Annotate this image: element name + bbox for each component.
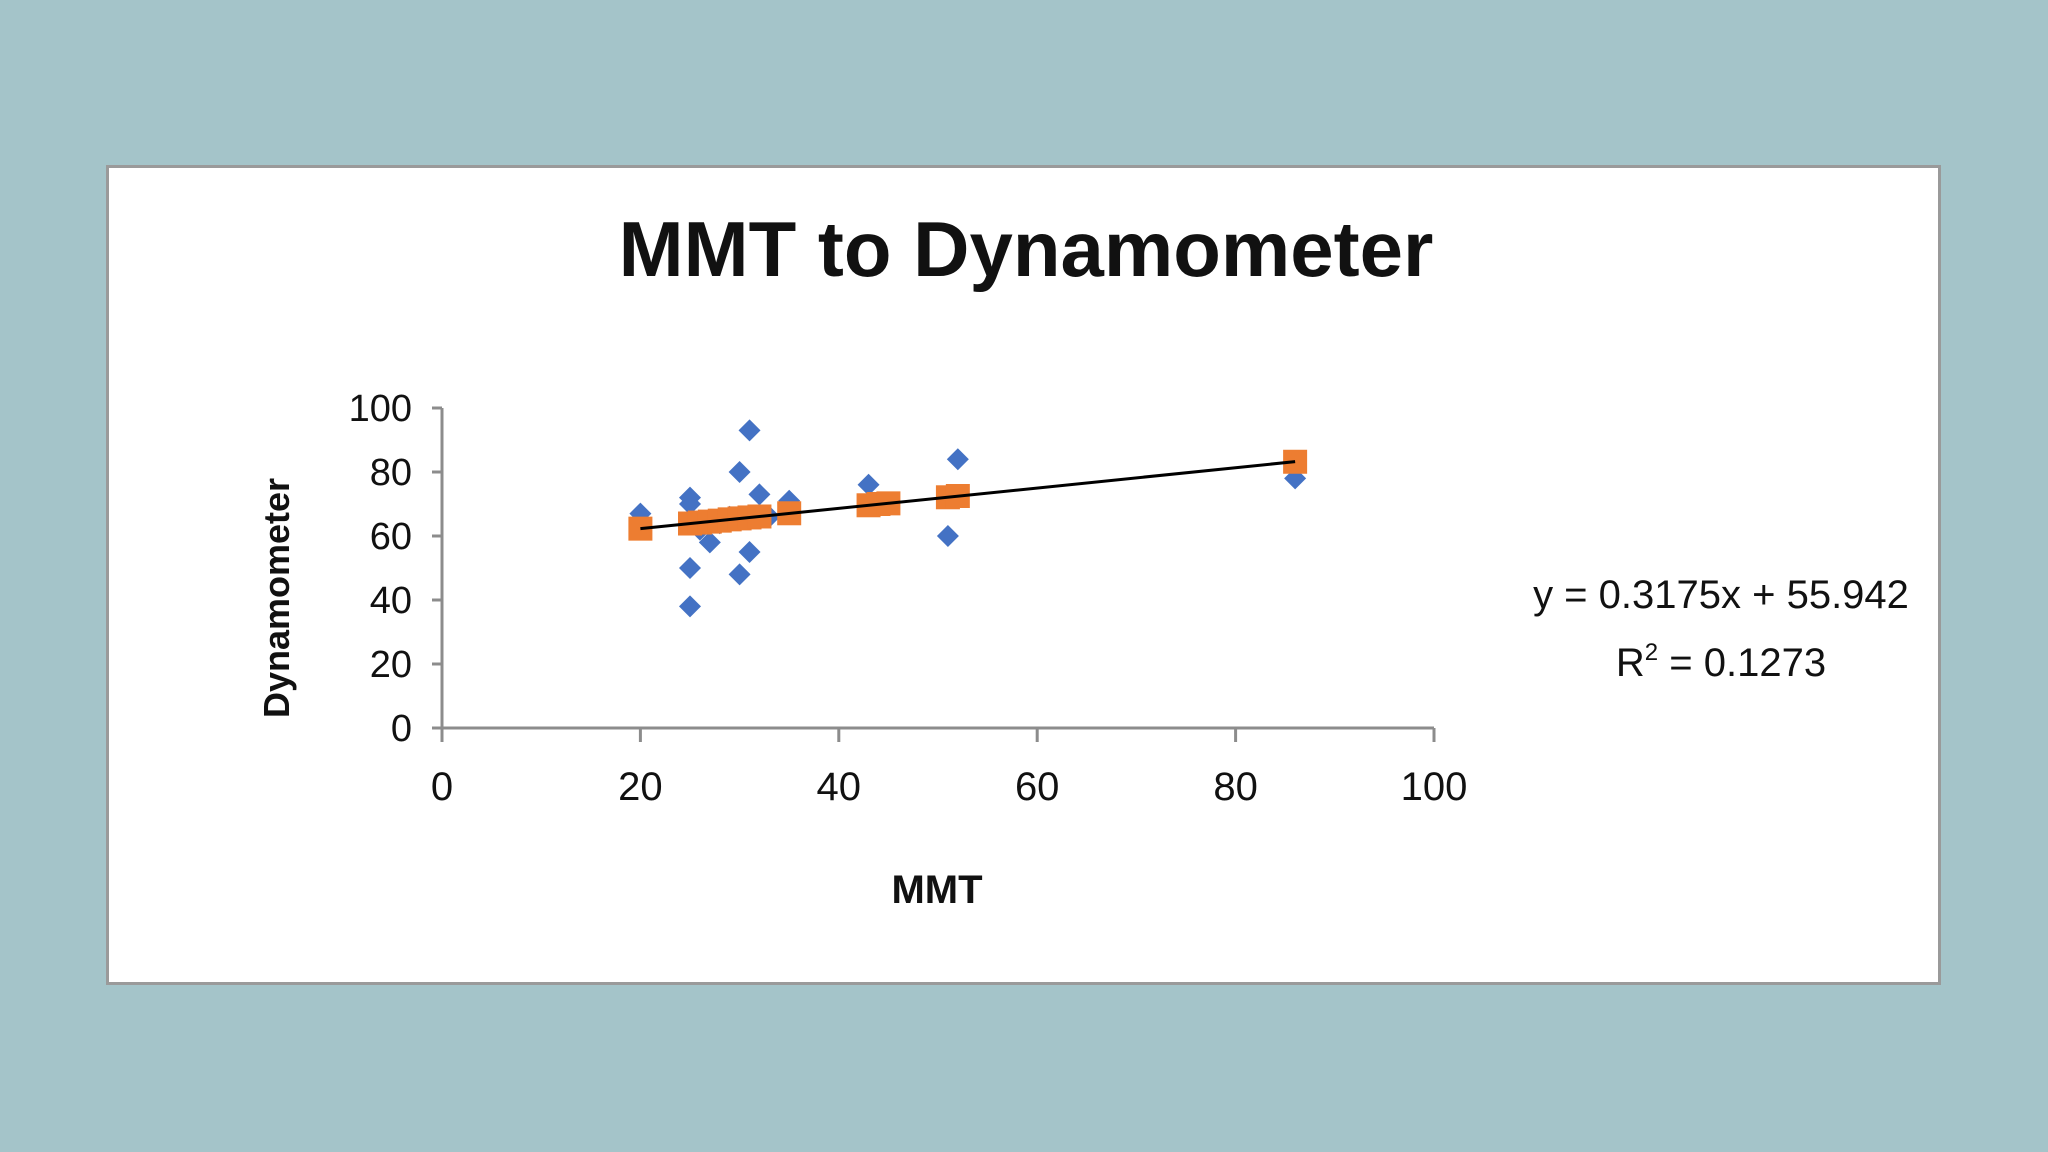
data-point-diamond: [936, 525, 959, 547]
data-point-diamond: [679, 493, 701, 515]
r-squared-value: = 0.1273: [1658, 641, 1826, 685]
r-squared-symbol: R: [1616, 641, 1645, 685]
data-point-diamond: [728, 461, 751, 483]
x-tick-label: 60: [1015, 765, 1059, 809]
data-point-diamond: [946, 448, 969, 471]
trendline: [640, 460, 1296, 531]
data-point-diamond: [698, 531, 721, 554]
r-squared-exponent: 2: [1645, 639, 1658, 666]
x-tick-label: 100: [1401, 765, 1468, 809]
x-tick-label: 0: [431, 765, 453, 809]
y-tick-label: 40: [370, 580, 412, 622]
r-squared-label: R2 = 0.1273: [1616, 639, 1826, 685]
chart-card: MMT to Dynamometer Dynamometer MMT 0 20 40…: [106, 165, 1941, 985]
y-tick-label: 80: [370, 452, 412, 494]
data-marks: [628, 419, 1308, 618]
y-tick-label: 60: [370, 516, 412, 558]
trendline-equation: y = 0.3175x + 55.942: [1533, 573, 1909, 617]
data-point-diamond: [679, 557, 701, 579]
data-point-diamond: [857, 473, 880, 496]
data-point-diamond: [728, 563, 751, 586]
x-tick-label: 20: [618, 765, 663, 809]
x-tick-label: 40: [817, 765, 862, 809]
chart-title: MMT to Dynamometer: [619, 205, 1434, 293]
y-tick-label: 0: [391, 708, 412, 750]
x-axis-label: MMT: [891, 868, 982, 912]
data-point-diamond: [679, 595, 701, 618]
data-point-diamond: [738, 419, 761, 442]
y-tick-label: 20: [370, 644, 412, 686]
y-axis-label: Dynamometer: [256, 478, 297, 718]
data-point-diamond: [738, 541, 761, 563]
x-tick-label: 80: [1213, 765, 1258, 809]
y-tick-label: 100: [349, 388, 412, 430]
data-point-diamond: [748, 483, 771, 506]
axes: 0 20 40 60 80 100 0 20 40 60 80 100: [349, 388, 1468, 809]
scatter-chart: MMT to Dynamometer Dynamometer MMT 02040…: [256, 205, 1909, 912]
